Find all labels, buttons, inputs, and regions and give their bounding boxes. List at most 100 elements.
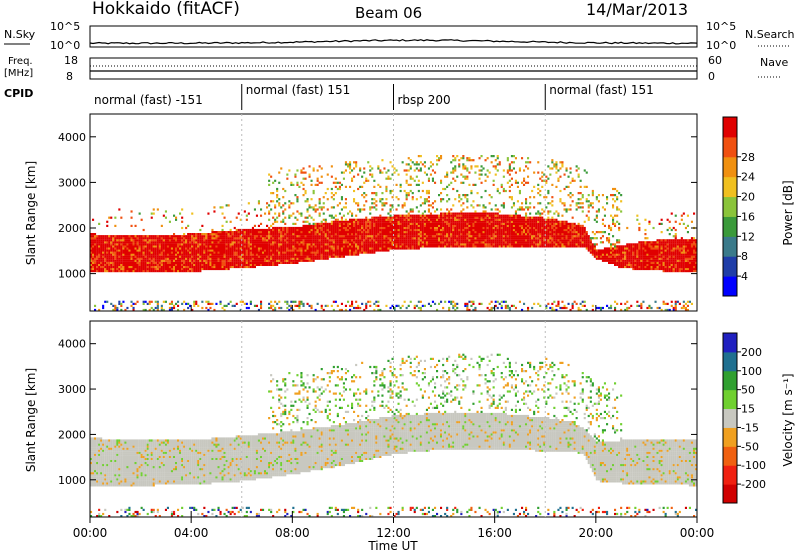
power-cell — [272, 235, 275, 238]
power-cell — [516, 245, 519, 248]
power-cell — [512, 245, 515, 248]
power-cell — [229, 261, 232, 264]
power-cell — [361, 249, 364, 252]
power-cell — [140, 263, 143, 266]
power-cell — [110, 239, 113, 242]
power-cell — [442, 243, 445, 246]
power-cell — [134, 255, 137, 258]
power-cell — [334, 218, 337, 221]
power-cell — [369, 218, 372, 221]
power-cell — [124, 245, 127, 248]
power-cell — [304, 189, 307, 193]
power-cell — [262, 241, 265, 244]
power-cell — [253, 239, 256, 242]
power-cell — [363, 196, 366, 199]
power-cell — [270, 192, 273, 195]
power-cell — [225, 267, 228, 271]
power-cell — [164, 237, 167, 240]
power-cell — [124, 239, 127, 242]
power-cell — [138, 259, 141, 262]
power-cell — [460, 231, 463, 234]
power-cell — [152, 265, 155, 269]
power-cell — [213, 257, 216, 260]
power-cell — [175, 253, 178, 256]
power-cell — [393, 220, 396, 223]
power-cell — [533, 233, 536, 236]
power-cell — [245, 255, 248, 258]
power-cell — [508, 173, 511, 176]
power-cell — [249, 237, 252, 240]
power-cell — [138, 212, 141, 215]
power-cell — [154, 243, 157, 246]
power-cell — [148, 270, 151, 273]
power-cell — [154, 241, 157, 244]
power-cell — [262, 237, 265, 240]
power-cell — [375, 239, 378, 242]
power-cell — [468, 235, 471, 238]
power-cell — [454, 243, 457, 246]
power-cell — [328, 247, 331, 250]
power-cell — [126, 251, 129, 254]
power-cell — [472, 224, 475, 227]
power-cell — [367, 228, 370, 232]
power-cell — [470, 224, 473, 227]
power-cell — [464, 218, 467, 221]
power-cell — [128, 237, 131, 240]
power-cell — [262, 255, 265, 258]
power-cell — [270, 263, 273, 266]
power-cell — [413, 241, 416, 244]
power-cell — [466, 206, 469, 209]
power-cell — [316, 169, 319, 172]
power-cell — [142, 235, 145, 238]
power-cell — [484, 245, 487, 248]
power-cell — [415, 163, 418, 166]
power-cell — [367, 247, 370, 250]
power-cell — [407, 237, 410, 240]
power-cell — [100, 247, 103, 250]
power-cell — [253, 253, 256, 256]
power-cell — [326, 187, 329, 191]
power-cell — [300, 235, 303, 238]
power-cell — [393, 218, 396, 221]
power-cell — [458, 245, 461, 248]
power-cell — [268, 183, 271, 186]
power-cell — [490, 161, 493, 164]
power-cell — [136, 265, 139, 269]
power-cell — [502, 175, 505, 178]
power-cell — [302, 220, 305, 223]
power-cell — [177, 261, 180, 264]
power-cell — [298, 239, 301, 242]
power-cell — [219, 247, 222, 250]
power-cell — [114, 255, 117, 258]
power-cell — [274, 212, 277, 215]
power-cell — [314, 235, 317, 238]
power-cell — [266, 237, 269, 240]
power-cell — [278, 237, 281, 240]
power-cell — [132, 263, 135, 266]
power-cell — [472, 222, 475, 225]
power-cell — [458, 231, 461, 234]
power-cell — [100, 249, 103, 252]
power-cell — [355, 251, 358, 254]
power-cell — [195, 235, 198, 238]
power-cell — [138, 251, 141, 254]
power-cell — [209, 265, 212, 269]
power-cell — [239, 259, 242, 262]
power-cell — [205, 300, 208, 303]
power-cell — [92, 245, 95, 248]
power-cell — [156, 253, 159, 256]
power-cell — [492, 183, 495, 186]
power-cell — [110, 245, 113, 248]
power-cell — [247, 259, 250, 262]
power-cell — [413, 224, 416, 227]
power-cell — [330, 206, 333, 209]
power-cell — [429, 204, 432, 207]
power-cell — [421, 231, 424, 234]
power-cell — [274, 218, 277, 221]
power-cell — [112, 253, 115, 256]
power-cell — [328, 235, 331, 238]
power-cell — [512, 233, 515, 236]
power-cell — [502, 235, 505, 238]
power-cell — [434, 245, 437, 248]
power-cell — [516, 224, 519, 227]
